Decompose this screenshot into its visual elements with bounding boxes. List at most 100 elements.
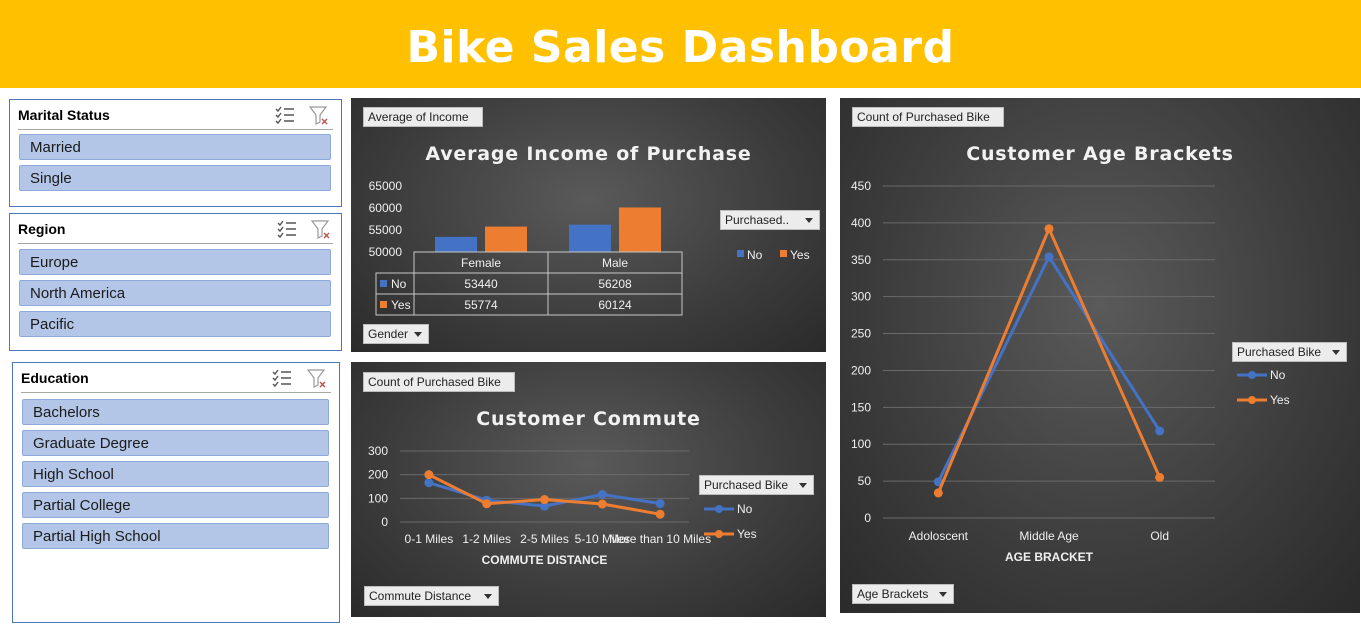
legend-key-icon — [780, 250, 787, 257]
slicer-education: Education Bachelors Graduate Degree High… — [12, 362, 340, 623]
legend-field-label: Purchased Bike — [704, 478, 789, 492]
x-axis-title: COMMUTE DISTANCE — [482, 553, 608, 567]
table-header: Male — [602, 256, 628, 270]
legend-field-button[interactable]: Purchased Bike — [699, 475, 814, 495]
legend-marker-icon — [715, 505, 723, 513]
income-chart: 65000 60000 55000 50000 Female Male No 53440 562… — [369, 179, 810, 316]
title-banner — [0, 0, 1361, 88]
axis-field-label: Gender — [368, 327, 409, 341]
multi-select-icon[interactable] — [274, 104, 296, 126]
chart-title: Average Income of Purchase — [425, 143, 752, 165]
x-tick-label: 5-10 Miles — [575, 532, 630, 546]
slicer-item[interactable]: Pacific — [19, 311, 331, 337]
multi-select-icon[interactable] — [276, 218, 298, 240]
slicer-title: Marital Status — [18, 107, 110, 123]
dropdown-arrow-icon — [1332, 350, 1340, 355]
data-point-yes — [540, 495, 549, 505]
data-point-yes — [933, 488, 943, 498]
chart-title: Customer Age Brackets — [966, 143, 1234, 165]
y-tick-label: 50000 — [369, 245, 403, 259]
table-cell: 53440 — [464, 277, 498, 291]
slicer-item[interactable]: High School — [22, 461, 329, 487]
data-point-no — [1044, 252, 1054, 262]
age-chart-panel: Count of Purchased Bike Customer Age Bra… — [840, 98, 1360, 613]
y-tick-label: 450 — [851, 179, 871, 193]
bar-no — [569, 224, 611, 252]
legend-field-button[interactable]: Purchased Bike — [1232, 342, 1347, 362]
slicer-item[interactable]: Married — [19, 134, 331, 160]
value-field-button[interactable]: Average of Income — [363, 107, 483, 127]
value-field-button[interactable]: Count of Purchased Bike — [363, 372, 515, 392]
slicer-item[interactable]: Partial College — [22, 492, 329, 518]
y-tick-label: 300 — [851, 290, 871, 304]
legend-label: Yes — [737, 527, 757, 541]
slicer-title: Region — [18, 221, 66, 237]
legend-label: Yes — [790, 248, 810, 262]
table-row-label: Yes — [391, 298, 411, 312]
slicer-item[interactable]: Single — [19, 165, 331, 191]
y-tick-label: 60000 — [369, 201, 403, 215]
y-tick-label: 200 — [851, 363, 871, 377]
axis-field-button[interactable]: Age Brackets — [852, 584, 954, 604]
clear-filter-icon[interactable] — [310, 218, 332, 240]
table-cell: 60124 — [598, 298, 632, 312]
y-tick-label: 150 — [851, 400, 871, 414]
dropdown-arrow-icon — [939, 592, 947, 597]
slicer-item[interactable]: Bachelors — [22, 399, 329, 425]
legend-marker-icon — [1248, 371, 1256, 379]
x-axis-title: AGE BRACKET — [1005, 550, 1094, 564]
data-point-no — [424, 478, 434, 488]
slicer-title: Education — [21, 370, 89, 386]
y-tick-label: 0 — [381, 515, 388, 529]
data-point-yes — [1155, 472, 1165, 482]
legend-key-icon — [380, 301, 387, 308]
legend-marker-icon — [715, 530, 723, 538]
data-point-no — [655, 499, 665, 509]
slicer-header: Region — [18, 214, 333, 244]
bar-yes — [619, 207, 661, 252]
dropdown-arrow-icon — [799, 483, 807, 488]
table-cell: 55774 — [464, 298, 498, 312]
axis-field-button[interactable]: Commute Distance — [364, 586, 499, 606]
legend-label: No — [1270, 368, 1286, 382]
legend-label: Yes — [1270, 393, 1290, 407]
y-tick-label: 350 — [851, 253, 871, 267]
multi-select-icon[interactable] — [271, 367, 293, 389]
age-chart: 450 400 350 300 250 200 150 100 50 0 Adoloscent Mid… — [851, 179, 1290, 564]
data-point-yes — [655, 509, 665, 519]
slicer-item[interactable]: North America — [19, 280, 331, 306]
slicer-item[interactable]: Europe — [19, 249, 331, 275]
x-tick-label: More than 10 Miles — [609, 532, 711, 546]
y-tick-label: 50 — [858, 474, 872, 488]
slicer-item[interactable]: Partial High School — [22, 523, 329, 549]
legend-field-button[interactable]: Purchased.. — [720, 210, 820, 230]
y-tick-label: 55000 — [369, 223, 403, 237]
bar-yes — [485, 226, 527, 252]
data-point-yes — [597, 499, 607, 509]
legend-label: No — [737, 502, 753, 516]
dashboard-title: Bike Sales Dashboard — [406, 22, 955, 73]
data-point-yes — [482, 499, 492, 509]
legend-key-icon — [737, 250, 744, 257]
data-point-no — [1155, 426, 1165, 436]
data-point-yes — [1044, 224, 1054, 234]
slicer-item[interactable]: Graduate Degree — [22, 430, 329, 456]
y-tick-label: 100 — [368, 491, 388, 505]
y-tick-label: 250 — [851, 327, 871, 341]
slicer-region: Region Europe North America Pacific — [9, 213, 342, 351]
value-field-button[interactable]: Count of Purchased Bike — [852, 107, 1004, 127]
dropdown-arrow-icon — [805, 218, 813, 223]
x-tick-label: Old — [1150, 529, 1169, 543]
axis-field-button[interactable]: Gender — [363, 324, 429, 344]
x-tick-label: 0-1 Miles — [405, 532, 454, 546]
data-point-no — [540, 501, 549, 511]
y-tick-label: 100 — [851, 437, 871, 451]
data-point-yes — [424, 470, 434, 480]
legend-field-label: Purchased Bike — [1237, 345, 1322, 359]
table-row-label: No — [391, 277, 407, 291]
clear-filter-icon[interactable] — [308, 104, 330, 126]
legend-marker-icon — [1248, 396, 1256, 404]
y-tick-label: 0 — [864, 511, 871, 525]
table-header: Female — [461, 256, 501, 270]
clear-filter-icon[interactable] — [306, 367, 328, 389]
